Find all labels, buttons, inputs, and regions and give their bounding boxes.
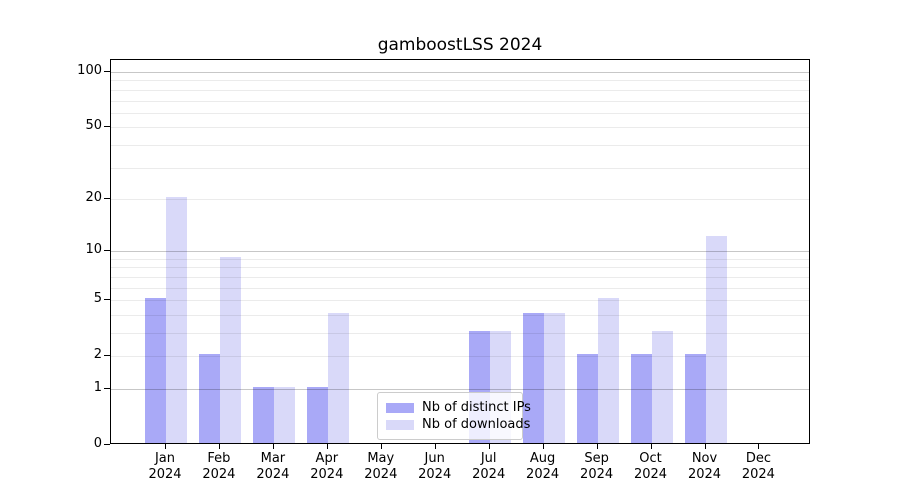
gridline-major-10 [111,251,809,253]
bar-distinct-ips-mar [252,387,274,443]
y-tick-label-0: 0 [93,436,102,451]
legend-item-distinct-ips: Nb of distinct IPs [386,399,531,416]
y-tick-mark-100 [104,71,110,72]
gridline-minor-50 [111,127,809,129]
y-tick-mark-10 [104,250,110,252]
x-tick-label-feb: Feb 2024 [202,451,236,482]
x-tick-label-sep: Sep 2024 [580,451,614,482]
legend-item-downloads: Nb of downloads [386,416,530,433]
x-tick-label-jun: Jun 2024 [418,451,452,482]
bar-distinct-ips-aug [522,312,544,443]
gridline-minor-20 [111,198,809,200]
gridline-minor-2 [111,356,809,358]
gridline-minor-8 [111,267,809,269]
bar-downloads-sep [597,298,619,443]
x-tick-mark-jun [434,444,436,449]
x-tick-mark-jan [165,444,166,449]
y-tick-mark-20 [104,197,110,199]
gridline-minor-90 [111,80,809,82]
y-tick-label-100: 100 [77,63,102,78]
bar-downloads-apr [327,312,349,443]
x-tick-label-mar: Mar 2024 [256,451,290,482]
y-tick-mark-2 [104,355,110,357]
x-tick-mark-oct [650,444,652,449]
bar-distinct-ips-nov [684,354,706,443]
y-tick-label-20: 20 [85,189,102,205]
gridline-minor-7 [111,276,809,278]
gridline-minor-60 [111,112,809,114]
y-tick-label-1: 1 [93,380,102,395]
bar-downloads-feb [219,256,241,443]
gridline-minor-3 [111,333,809,334]
chart-title: gamboostLSS 2024 [377,35,543,55]
x-tick-mark-may [380,444,382,449]
x-tick-mark-sep [596,444,598,449]
x-tick-mark-feb [218,444,220,449]
y-tick-mark-0 [104,444,110,445]
bar-downloads-nov [705,235,727,443]
x-tick-label-apr: Apr 2024 [310,451,344,482]
x-tick-label-oct: Oct 2024 [633,451,668,482]
bar-distinct-ips-sep [576,354,598,443]
gridline-minor-30 [111,167,809,169]
legend-swatch-distinct-ips [386,402,414,413]
bar-downloads-jan [166,196,187,443]
gridline-minor-5 [111,300,809,302]
y-tick-label-10: 10 [85,242,102,258]
bar-distinct-ips-apr [306,387,328,443]
gridline-major-1 [111,389,809,390]
y-tick-label-50: 50 [85,118,102,134]
x-tick-label-dec: Dec 2024 [741,451,775,482]
bar-downloads-mar [273,387,295,443]
legend: Nb of distinct IPs Nb of downloads [377,392,531,440]
legend-label-downloads: Nb of downloads [422,417,531,432]
x-tick-label-jan: Jan 2024 [148,451,182,482]
y-tick-label-2: 2 [93,347,102,363]
gridline-minor-9 [111,258,809,260]
bar-distinct-ips-oct [630,354,652,443]
plot-area [110,59,810,444]
x-tick-mark-dec [758,444,760,449]
x-tick-label-nov: Nov 2024 [687,451,722,482]
x-tick-mark-mar [272,444,274,449]
gridline-minor-40 [111,144,809,146]
gridline-minor-80 [111,89,809,91]
x-tick-mark-jul [488,444,490,449]
x-tick-label-jul: Jul 2024 [472,451,506,482]
x-tick-label-may: May 2024 [364,451,398,482]
y-tick-mark-50 [104,126,110,128]
gridline-minor-6 [111,287,809,289]
gridline-minor-4 [111,314,809,316]
y-tick-label-5: 5 [93,291,102,307]
legend-label-distinct-ips: Nb of distinct IPs [422,400,531,415]
y-tick-mark-5 [104,299,110,301]
bar-distinct-ips-jan [145,298,166,443]
x-tick-mark-aug [542,444,544,449]
bar-downloads-aug [543,312,565,443]
bar-distinct-ips-feb [198,354,220,443]
legend-swatch-downloads [386,419,414,430]
gridline-minor-70 [111,100,809,102]
x-tick-mark-apr [326,444,328,449]
bar-downloads-oct [651,331,673,443]
x-tick-label-aug: Aug 2024 [526,451,560,482]
gridline-major-100 [111,72,809,73]
y-tick-mark-1 [104,388,110,389]
x-tick-mark-nov [704,444,706,449]
